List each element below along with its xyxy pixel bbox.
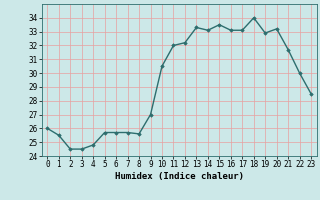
X-axis label: Humidex (Indice chaleur): Humidex (Indice chaleur) <box>115 172 244 181</box>
